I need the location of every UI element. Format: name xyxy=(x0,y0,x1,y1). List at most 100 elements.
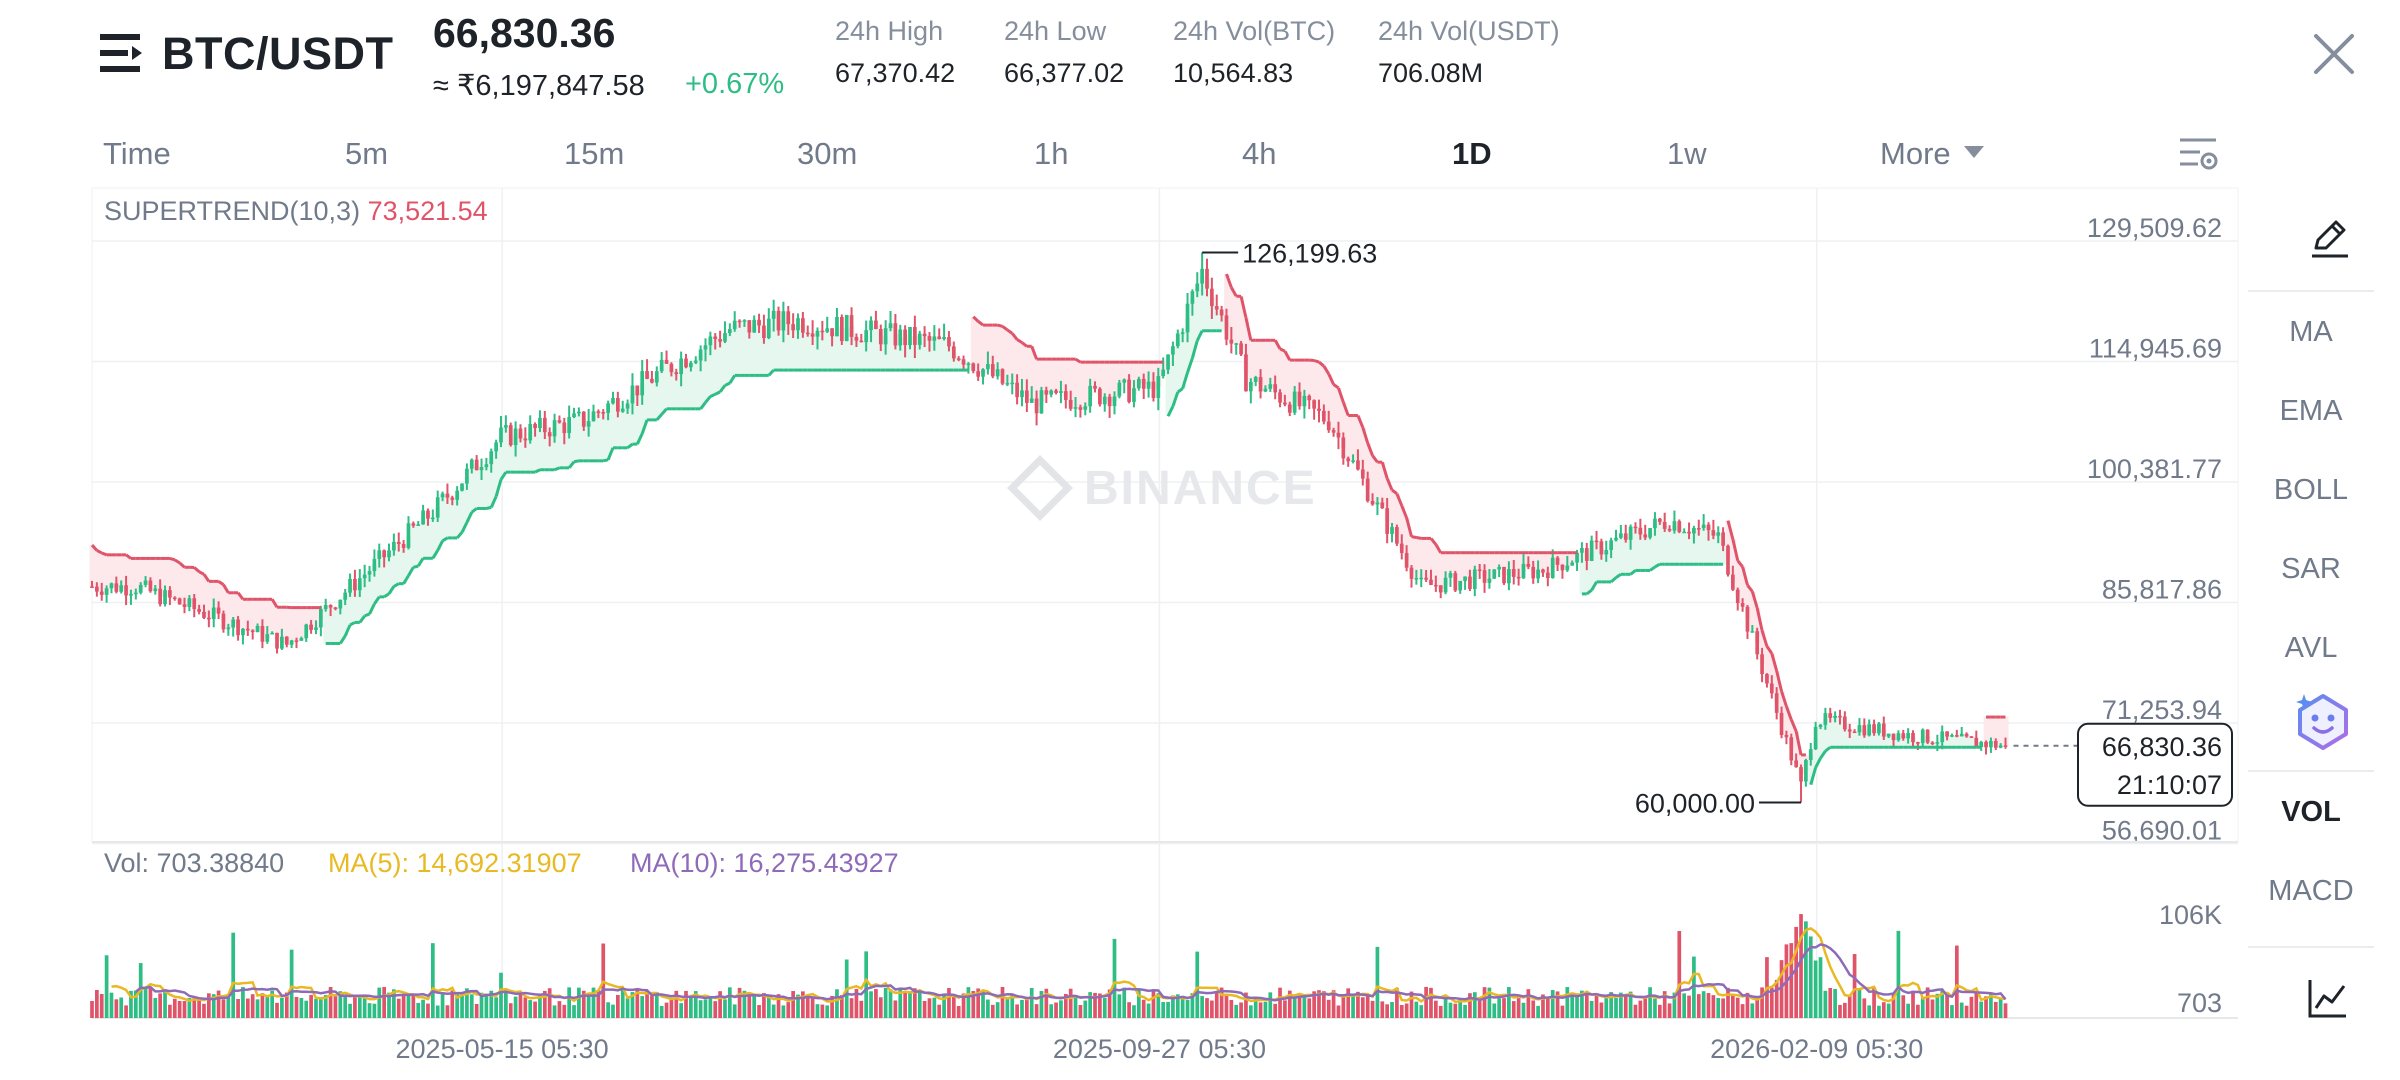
line-chart-icon[interactable] xyxy=(2306,976,2350,1020)
volume-bar xyxy=(1297,995,1302,1018)
supertrend-fill-segment xyxy=(1000,326,1006,377)
supertrend-fill-segment xyxy=(1131,362,1138,396)
volume-bar xyxy=(557,1001,562,1018)
chart-settings-icon[interactable] xyxy=(2178,134,2218,174)
tab-4h[interactable]: 4h xyxy=(1242,136,1277,171)
indicator-ema[interactable]: EMA xyxy=(2279,395,2343,427)
indicator-boll[interactable]: BOLL xyxy=(2273,474,2349,506)
candle-body xyxy=(1385,508,1390,534)
volume-bar xyxy=(460,993,464,1018)
pencil-icon[interactable] xyxy=(2308,216,2352,260)
volume-bar xyxy=(1166,1001,1170,1018)
candle-body xyxy=(1088,385,1092,407)
close-icon[interactable] xyxy=(2308,28,2360,80)
supertrend-fill-segment xyxy=(1657,520,1663,565)
supertrend-fill-segment xyxy=(1949,735,1955,748)
volume-bar xyxy=(299,997,304,1018)
supertrend-fill-segment xyxy=(1647,532,1654,571)
tab-5m[interactable]: 5m xyxy=(345,136,389,171)
candle-body xyxy=(1448,573,1453,578)
candle-body xyxy=(241,628,245,636)
volume-bar xyxy=(903,991,907,1018)
candle-body xyxy=(913,326,917,345)
supertrend-fill-segment xyxy=(561,427,568,468)
candle-body xyxy=(1331,430,1336,433)
supertrend-segment xyxy=(1405,517,1413,537)
candle-body xyxy=(1351,460,1355,462)
candle-body xyxy=(1346,458,1351,462)
supertrend-segment xyxy=(1590,581,1598,591)
volume-bar xyxy=(280,997,284,1018)
supertrend-fill-segment xyxy=(1175,339,1181,393)
tab-time[interactable]: Time xyxy=(103,136,171,171)
menu-icon[interactable] xyxy=(98,30,144,76)
countdown-label: 21:10:07 xyxy=(2117,770,2222,800)
supertrend-fill-segment xyxy=(152,558,159,590)
caret-down-icon[interactable] xyxy=(1964,146,1984,160)
supertrend-segment xyxy=(1780,690,1788,707)
candle-body xyxy=(1433,584,1438,587)
ai-assistant-icon[interactable] xyxy=(2290,688,2356,754)
supertrend-segment xyxy=(1775,670,1784,692)
candle-body xyxy=(138,584,143,593)
candle-body xyxy=(956,358,961,360)
tab-30m[interactable]: 30m xyxy=(797,136,858,171)
candle-body xyxy=(1682,531,1687,534)
tab-1d[interactable]: 1D xyxy=(1452,136,1492,171)
supertrend-fill-segment xyxy=(1321,366,1327,417)
candle-body xyxy=(1190,291,1195,304)
candle-body xyxy=(343,592,348,600)
volume-bar xyxy=(1175,994,1180,1018)
candle-body xyxy=(1399,543,1404,554)
candle-body xyxy=(1906,733,1910,739)
candle-body xyxy=(1984,741,1988,748)
candle-body xyxy=(309,624,313,630)
tab-1h[interactable]: 1h xyxy=(1034,136,1069,171)
candle-body xyxy=(986,364,990,370)
volume-bar xyxy=(1643,996,1648,1018)
supertrend-fill-segment xyxy=(1365,443,1371,490)
tab-1w[interactable]: 1w xyxy=(1667,136,1707,171)
volume-bar xyxy=(294,996,299,1018)
supertrend-fill-segment xyxy=(1808,754,1814,785)
supertrend-segment xyxy=(1746,584,1754,593)
indicator-ma[interactable]: MA xyxy=(2289,316,2333,348)
indicator-macd[interactable]: MACD xyxy=(2268,875,2354,907)
candle-body xyxy=(1726,545,1730,575)
supertrend-fill-segment xyxy=(1633,527,1639,571)
indicator-sar[interactable]: SAR xyxy=(2281,553,2341,585)
candle-body xyxy=(469,459,474,469)
indicator-avl[interactable]: AVL xyxy=(2284,632,2338,664)
tab-more[interactable]: More xyxy=(1880,136,1951,171)
supertrend-fill-segment xyxy=(1389,490,1396,531)
candle-body xyxy=(581,411,586,427)
supertrend-fill-segment xyxy=(1170,350,1176,407)
volume-bar xyxy=(518,993,523,1018)
volume-bar xyxy=(1195,951,1200,1018)
supertrend-segment xyxy=(441,536,449,543)
candle-body xyxy=(630,385,635,404)
candle-body xyxy=(1336,432,1341,438)
supertrend-fill-segment xyxy=(780,320,787,371)
supertrend-fill-segment xyxy=(995,325,1001,373)
supertrend-segment xyxy=(728,374,736,384)
supertrend-fill-segment xyxy=(396,542,402,584)
candle-body xyxy=(1039,390,1044,414)
supertrend-segment xyxy=(1770,653,1779,672)
volume-bar xyxy=(1721,998,1725,1018)
candle-body xyxy=(1575,552,1579,563)
supertrend-fill-segment xyxy=(1457,552,1464,586)
indicator-vol[interactable]: VOL xyxy=(2281,796,2341,828)
volume-bar xyxy=(1136,990,1141,1018)
volume-bar xyxy=(1935,993,1940,1018)
candle-body xyxy=(187,598,192,607)
supertrend-fill-segment xyxy=(727,331,733,384)
candle-body xyxy=(1842,716,1847,730)
candle-body xyxy=(1025,390,1029,403)
pair-title[interactable]: BTC/USDT xyxy=(162,28,394,79)
supertrend-fill-segment xyxy=(975,321,982,374)
candle-body xyxy=(119,585,124,592)
supertrend-fill-segment xyxy=(1267,340,1274,387)
tab-15m[interactable]: 15m xyxy=(564,136,625,171)
